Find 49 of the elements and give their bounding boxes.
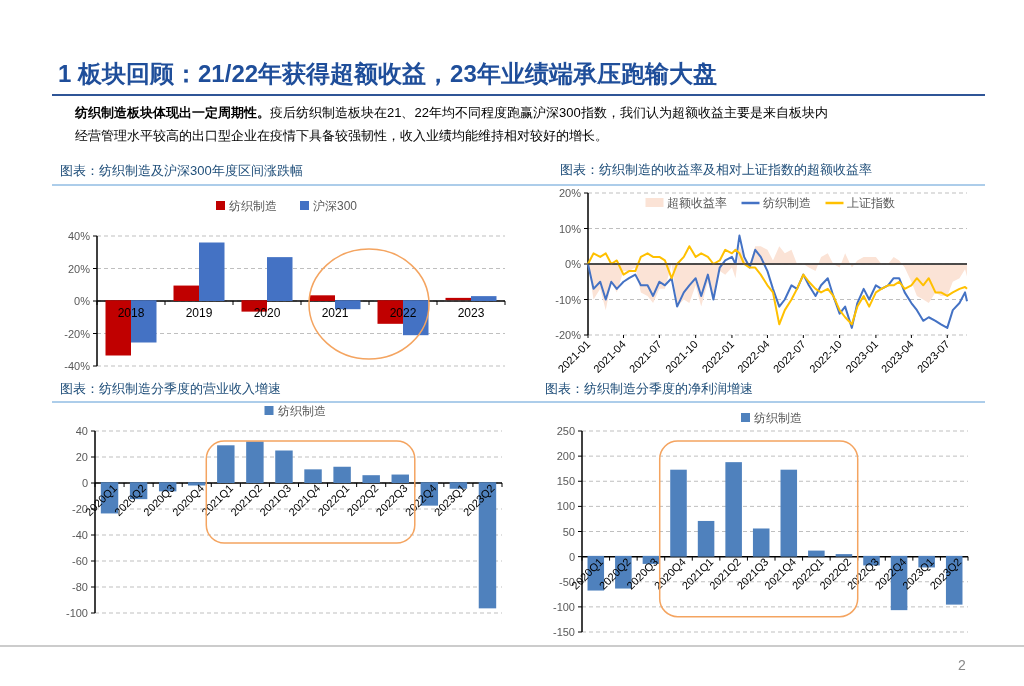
y-tick-label: 0% [74, 295, 91, 307]
y-tick-label: -60 [72, 555, 88, 567]
y-tick-label: 20 [75, 451, 88, 463]
text: 2 [958, 657, 966, 673]
legend-label: 纺织制造 [754, 411, 802, 425]
y-tick-label: -20% [555, 329, 582, 341]
x-tick-label: 2020 [253, 306, 281, 320]
y-tick-label: 200 [556, 450, 575, 463]
y-tick-label: -80 [72, 581, 88, 593]
y-tick-label: 0% [565, 258, 582, 270]
legend-label: 纺织制造 [277, 404, 326, 418]
x-tick-label: 2019 [185, 306, 213, 320]
y-tick-label: -100 [65, 607, 88, 619]
chart-title: 图表：纺织制造的收益率及相对上证指数的超额收益率 [560, 162, 872, 177]
legend-label: 超额收益率 [666, 196, 727, 210]
y-tick-label: 50 [562, 525, 575, 538]
y-tick-label: -40 [72, 529, 88, 541]
y-tick-label: 0 [81, 477, 88, 489]
y-tick-label: 150 [556, 475, 575, 488]
text: 1 板块回顾：21/22年获得超额收益，23年业绩端承压跑输大盘 [58, 60, 717, 87]
chart-title: 图表：纺织制造及沪深300年度区间涨跌幅 [60, 163, 303, 178]
y-tick-label: 100 [556, 500, 575, 513]
y-tick-label: -150 [552, 626, 575, 638]
y-tick-label: 10% [558, 222, 582, 235]
chart-title: 图表：纺织制造分季度的营业收入增速 [60, 381, 281, 396]
chart-title: 图表：纺织制造分季度的净利润增速 [545, 381, 753, 396]
y-tick-label: 40 [75, 425, 88, 437]
y-tick-label: 20% [67, 262, 91, 275]
y-tick-label: -10% [555, 293, 582, 306]
legend-label: 沪深300 [313, 199, 358, 213]
text: 经营管理水平较高的出口型企业在疫情下具备较强韧性，收入业绩均能维持相对较好的增长。 [75, 128, 608, 143]
y-tick-label: 20% [558, 187, 582, 199]
x-tick-label: 2018 [117, 306, 145, 320]
y-tick-label: -20% [64, 327, 91, 340]
x-tick-label: 2023 [457, 306, 485, 320]
y-tick-label: -100 [552, 600, 575, 613]
y-tick-label: 250 [556, 425, 575, 437]
legend: 纺织制造 [741, 411, 802, 425]
text: 纺织制造板块体现出一定周期性。 [74, 105, 270, 120]
text: 疫后纺织制造板块在21、22年均不同程度跑赢沪深300指数，我们认为超额收益主要是来自板块内 [270, 105, 828, 120]
y-tick-label: 0 [568, 550, 575, 563]
x-tick-label: 2022 [389, 306, 417, 320]
x-tick-label: 2021 [321, 306, 349, 320]
legend-label: 上证指数 [846, 196, 895, 210]
legend-label: 纺织制造 [762, 196, 811, 210]
legend: 纺织制造 [264, 404, 326, 418]
legend-label: 纺织制造 [229, 199, 277, 213]
y-tick-label: 40% [67, 230, 91, 242]
y-tick-label: -40% [64, 360, 91, 372]
